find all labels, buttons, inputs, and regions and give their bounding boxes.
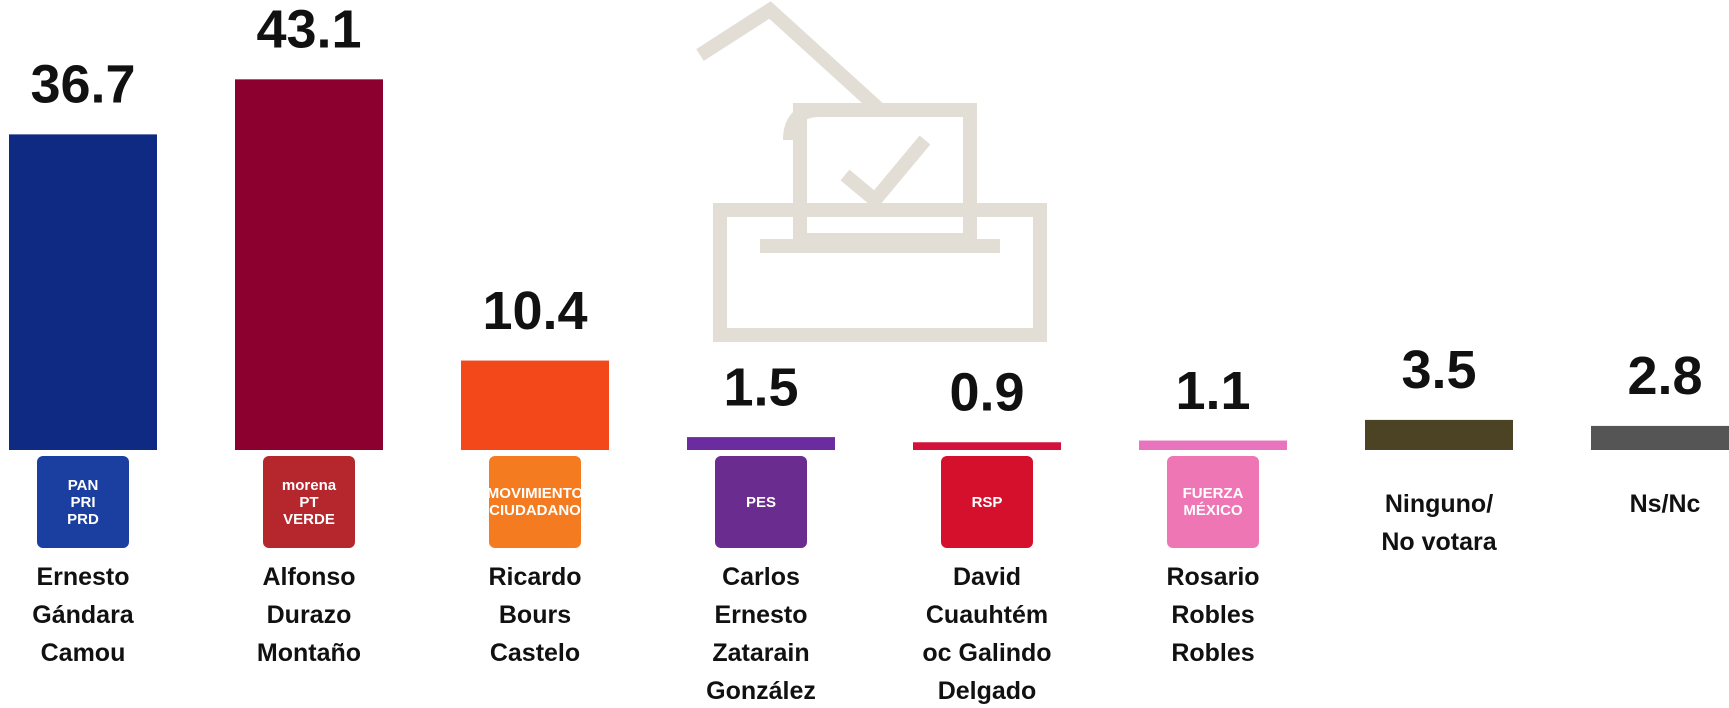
- category-label: Rosario Robles Robles: [1123, 558, 1303, 672]
- value-label: 0.9: [949, 363, 1024, 423]
- logo-text: PES: [746, 494, 776, 511]
- logo-text: PRI: [70, 494, 95, 511]
- category-label: Alfonso Durazo Montaño: [219, 558, 399, 672]
- bar: [913, 442, 1061, 450]
- logo-text: PRD: [67, 511, 99, 528]
- chart: 36.7 43.1 10.4 1.5 0.9 1.1 3.5 2.8 PANPRIPRD Ern…: [0, 0, 1729, 708]
- party-logo: FUERZA MÉXICO: [1167, 456, 1259, 548]
- party-logo: RSP: [941, 456, 1033, 548]
- bar: [1139, 441, 1287, 450]
- logo-text: VERDE: [283, 511, 335, 528]
- logo-text: FUERZA MÉXICO: [1167, 485, 1259, 519]
- category-label: David Cuauhtém oc Galindo Delgado: [897, 558, 1077, 708]
- logo-text: PT: [299, 494, 318, 511]
- ballot-icon: [700, 10, 1040, 335]
- category-label: Ernesto Gándara Camou: [0, 558, 173, 672]
- logo-text: PAN: [68, 477, 99, 494]
- party-logo: MOVIMIENTO CIUDADANO: [489, 456, 581, 548]
- bar: [461, 361, 609, 450]
- bar: [687, 437, 835, 450]
- value-label: 3.5: [1401, 340, 1476, 400]
- bar: [9, 134, 157, 450]
- bar: [1365, 420, 1513, 450]
- value-label: 36.7: [30, 55, 135, 115]
- logo-text: morena: [282, 477, 336, 494]
- value-label: 1.1: [1175, 361, 1250, 421]
- value-label: 10.4: [482, 281, 587, 341]
- value-label: 1.5: [723, 357, 798, 417]
- bar: [235, 79, 383, 450]
- value-label: 43.1: [256, 0, 361, 60]
- category-label: Ricardo Bours Castelo: [445, 558, 625, 672]
- category-label: Carlos Ernesto Zatarain González: [671, 558, 851, 708]
- category-label: Ns/Nc: [1575, 485, 1729, 523]
- bar: [1591, 426, 1729, 450]
- category-label: Ninguno/ No votara: [1349, 485, 1529, 561]
- logo-text: MOVIMIENTO CIUDADANO: [487, 485, 583, 519]
- value-label: 2.8: [1627, 346, 1702, 406]
- logo-text: RSP: [972, 494, 1003, 511]
- party-logo: PES: [715, 456, 807, 548]
